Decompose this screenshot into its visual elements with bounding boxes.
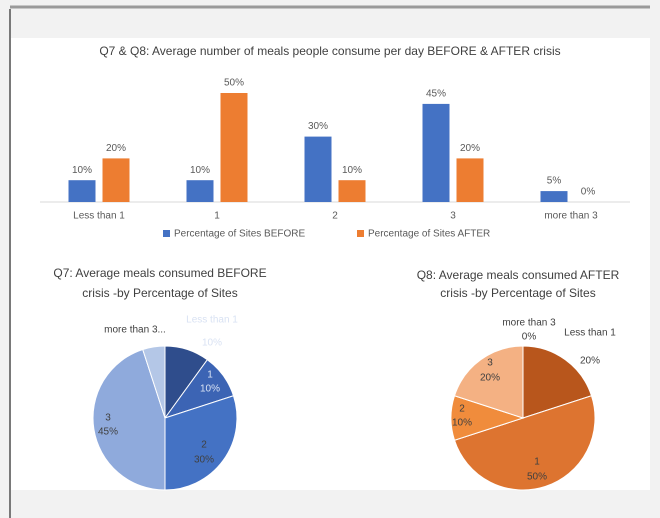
slice-value-label: 10% <box>200 384 220 395</box>
slice-category-label: 2 <box>201 440 207 451</box>
slice-value-label: 20% <box>580 356 600 367</box>
slice-value-label: 20% <box>480 373 500 384</box>
x-tick-label: more than 3 <box>544 211 598 222</box>
x-tick-label: Less than 1 <box>73 211 125 222</box>
pie-title: Q8: Average meals consumed AFTER <box>417 268 620 282</box>
slice-category-label: Less than 1 <box>186 315 238 326</box>
data-label: 10% <box>342 165 362 176</box>
data-label: 50% <box>224 78 244 89</box>
slice-category-label: 3 <box>487 358 493 369</box>
bar <box>68 180 96 202</box>
legend-label: Percentage of Sites AFTER <box>368 229 490 240</box>
pie-title: crisis -by Percentage of Sites <box>440 286 595 300</box>
pie-slice <box>453 395 596 491</box>
bar <box>338 180 366 202</box>
data-label: 30% <box>308 121 328 132</box>
bar <box>304 136 332 202</box>
legend-swatch <box>163 230 170 237</box>
data-label: 0% <box>581 187 596 198</box>
pie-slice <box>453 345 524 419</box>
chart-title: Q7 & Q8: Average number of meals people … <box>99 44 560 58</box>
bar <box>102 158 130 202</box>
pie-title: Q7: Average meals consumed BEFORE <box>53 266 266 280</box>
slice-value-label: 0% <box>522 332 537 343</box>
data-label: 45% <box>426 89 446 100</box>
bar <box>540 191 568 202</box>
data-label: 10% <box>72 165 92 176</box>
pie-title: crisis -by Percentage of Sites <box>82 286 237 300</box>
legend-label: Percentage of Sites BEFORE <box>174 229 306 240</box>
slice-value-label: 10% <box>202 338 222 349</box>
bar <box>220 93 248 202</box>
slice-value-label: 45% <box>98 427 118 438</box>
slice-category-label: 1 <box>534 457 540 468</box>
slice-category-label: more than 3 <box>502 318 556 329</box>
data-label: 20% <box>106 143 126 154</box>
bar <box>456 158 484 202</box>
bar <box>422 103 450 202</box>
slice-category-label: 2 <box>459 404 465 415</box>
slice-category-label: Less than 1 <box>564 328 616 339</box>
pie-slice <box>164 395 238 491</box>
slice-category-label: 1 <box>207 370 213 381</box>
bar <box>186 180 214 202</box>
data-label: 5% <box>547 176 562 187</box>
slice-category-label: more than 3... <box>104 325 166 336</box>
data-label: 20% <box>460 143 480 154</box>
legend-swatch <box>357 230 364 237</box>
pie-slice <box>142 345 166 419</box>
slice-value-label: 30% <box>194 455 214 466</box>
x-tick-label: 3 <box>450 211 456 222</box>
pie-slice <box>522 345 593 419</box>
slice-category-label: 3 <box>105 413 111 424</box>
slice-value-label: 10% <box>452 418 472 429</box>
data-label: 10% <box>190 165 210 176</box>
x-tick-label: 2 <box>332 211 338 222</box>
pie-slice <box>92 348 166 491</box>
slice-value-label: 50% <box>527 472 547 483</box>
x-tick-label: 1 <box>214 211 220 222</box>
